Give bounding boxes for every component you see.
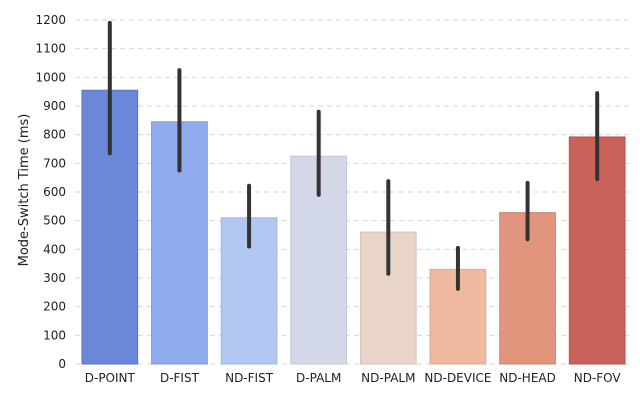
y-axis-title: Mode-Switch Time (ms) [17,114,32,267]
x-tick-label: ND-PALM [361,371,415,385]
x-tick-label: ND-FIST [225,371,274,385]
error-bars [107,20,600,291]
y-tick-label: 900 [43,99,66,113]
x-tick-label: ND-HEAD [499,371,556,385]
x-tick-label: ND-FOV [574,371,622,385]
y-tick-label: 500 [43,214,66,228]
y-axis-ticks: 0 100 200 300 400 500 600 700 800 900 1000 1100 1200 [35,13,66,371]
y-tick-label: 700 [43,156,66,170]
y-tick-label: 600 [43,185,66,199]
x-axis-ticks: D-POINT D-FIST ND-FIST D-PALM ND-PALM ND-DEVI… [85,371,622,385]
y-tick-label: 1200 [35,13,66,27]
bars [81,89,626,365]
y-tick-label: 0 [58,357,66,371]
x-tick-label: ND-DEVICE [424,371,491,385]
x-tick-label: D-POINT [85,371,136,385]
y-tick-label: 100 [43,328,66,342]
bar-nd-fov [568,136,626,365]
y-tick-label: 800 [43,128,66,142]
x-tick-label: D-FIST [160,371,200,385]
x-tick-label: D-PALM [296,371,341,385]
y-tick-label: 300 [43,271,66,285]
y-tick-label: 1100 [35,42,66,56]
y-tick-label: 400 [43,242,66,256]
y-tick-label: 200 [43,300,66,314]
y-tick-label: 1000 [35,70,66,84]
